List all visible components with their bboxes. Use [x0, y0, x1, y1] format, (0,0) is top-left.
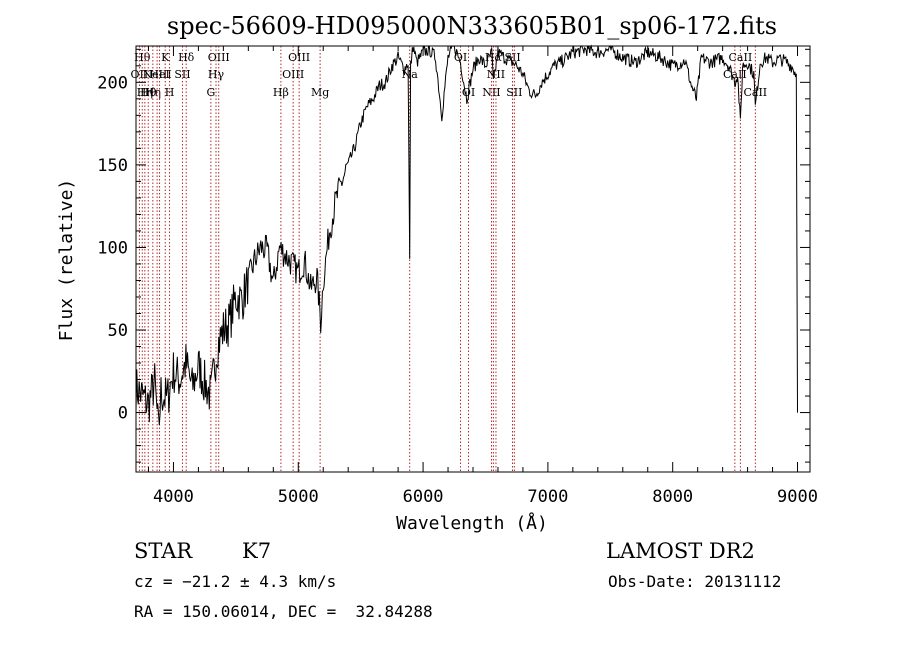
x-tick-label-1: 5000 — [278, 487, 319, 507]
line-label-14: Hβ — [273, 86, 289, 99]
line-label-0: OII — [131, 68, 149, 81]
line-label-23: NII — [487, 68, 505, 81]
line-label-24: SII — [504, 51, 520, 64]
observation-date: Obs-Date: 20131112 — [608, 572, 782, 591]
plot-frame — [135, 45, 811, 473]
x-tick-label-3: 7000 — [527, 487, 568, 507]
y-tick-label-4: 200 — [97, 73, 128, 93]
chart-title: spec-56609-HD095000N333605B01_sp06-172.f… — [167, 12, 777, 40]
line-label-27: CaII — [729, 51, 753, 64]
spectrum-line — [135, 44, 798, 426]
line-label-7: K — [161, 51, 170, 64]
line-label-17: Mg — [311, 86, 329, 99]
line-label-28: CaII — [743, 86, 767, 99]
x-axis-label: Wavelength (Å) — [396, 512, 548, 534]
line-label-25: SII — [506, 86, 522, 99]
object-class: STAR — [134, 539, 193, 563]
line-label-8: H — [165, 86, 175, 99]
x-tick-label-0: 4000 — [153, 487, 194, 507]
line-label-16: OIII — [288, 51, 310, 64]
x-tick-label-4: 8000 — [652, 487, 693, 507]
x-tick-label-5: 9000 — [777, 487, 818, 507]
line-label-9: SII — [174, 68, 190, 81]
line-label-26: CaII — [723, 68, 747, 81]
spectral-line-markers: OIIHθHηHθHηNeIIIHeIKHSIIHδGHγOIIIHβOIIIO… — [131, 46, 767, 472]
line-label-12: Hγ — [208, 68, 225, 81]
x-axis-ticks: 4000 5000 6000 7000 8000 9000 — [147, 46, 818, 507]
series-layer — [135, 44, 798, 426]
redshift-cz: cz = −21.2 ± 4.3 km/s — [134, 572, 337, 591]
y-tick-label-0: 0 — [118, 404, 128, 424]
line-label-1: Hθ — [134, 51, 151, 64]
line-label-5: NeIII — [143, 68, 172, 81]
line-label-6: HeI — [149, 68, 169, 81]
x-tick-label-2: 6000 — [403, 487, 444, 507]
survey-release: LAMOST DR2 — [606, 539, 755, 563]
line-label-13: OIII — [208, 51, 230, 64]
object-subclass: K7 — [242, 539, 272, 563]
y-axis-label: Flux (relative) — [56, 179, 77, 342]
line-label-21: NII — [482, 86, 500, 99]
line-label-19: OI — [454, 51, 467, 64]
coordinates: RA = 150.06014, DEC = 32.84288 — [134, 602, 433, 621]
y-tick-label-3: 150 — [97, 156, 128, 176]
line-label-15: OIII — [282, 68, 304, 81]
line-label-2: Hη — [137, 86, 153, 99]
line-label-18: Na — [402, 68, 419, 81]
y-tick-label-1: 50 — [108, 321, 128, 341]
y-tick-label-2: 100 — [97, 238, 128, 258]
line-label-4: Hη — [145, 86, 161, 99]
y-axis-ticks: 0 50 100 150 200 — [97, 48, 810, 463]
line-label-11: G — [206, 86, 215, 99]
line-label-10: Hδ — [178, 51, 195, 64]
